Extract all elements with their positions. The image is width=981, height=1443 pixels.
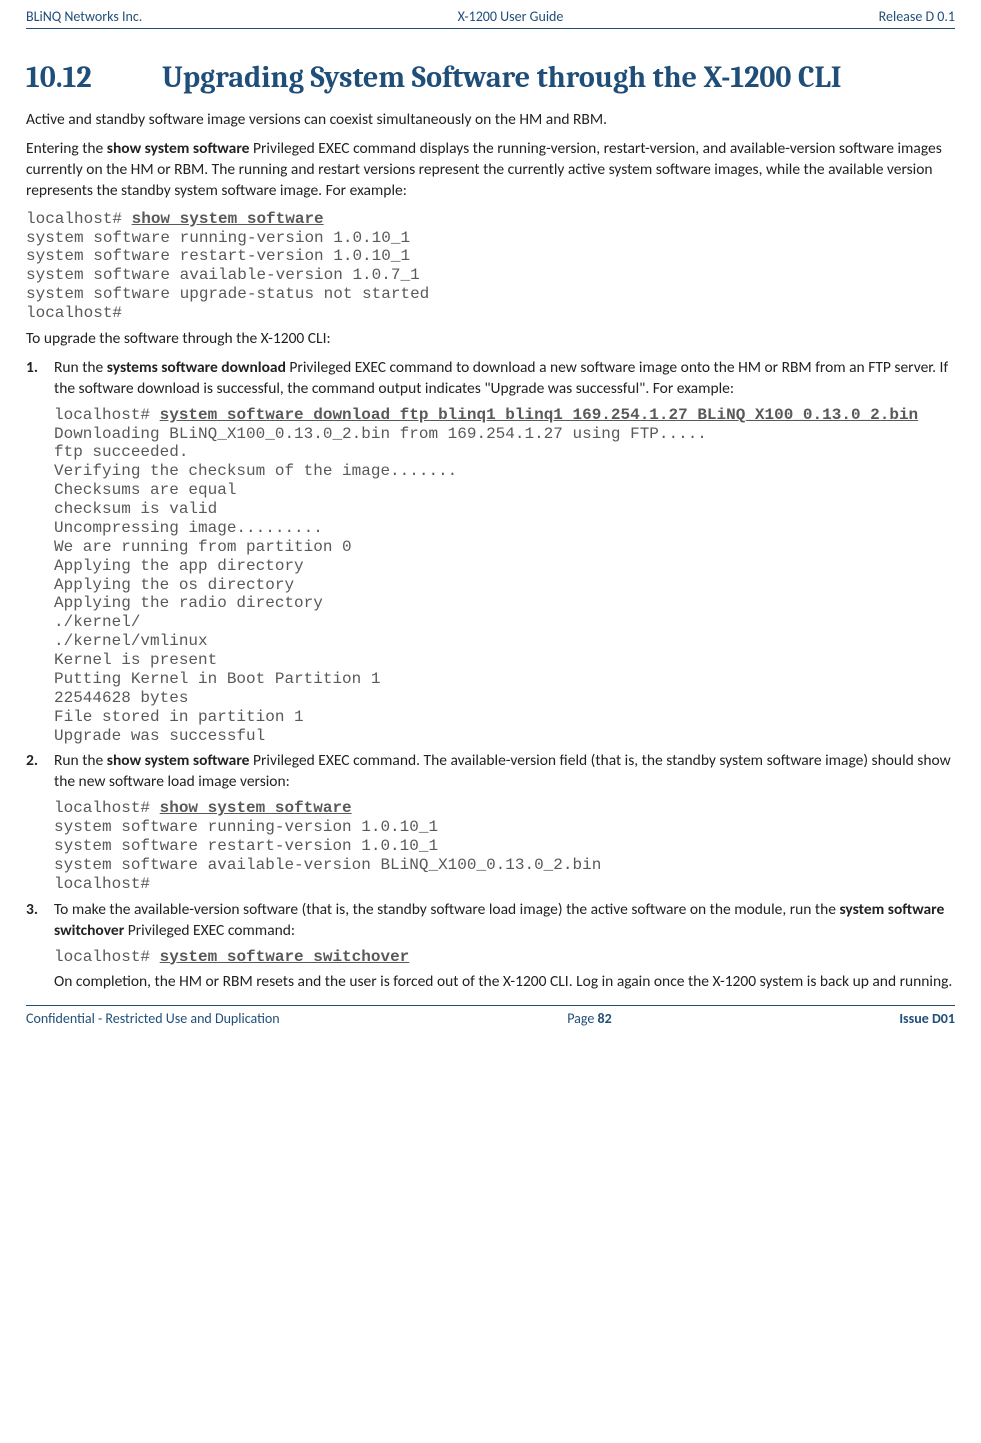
cli-command: system software switchover: [160, 948, 410, 966]
command-name: systems software download: [107, 358, 286, 377]
cli-output: system software running-version 1.0.10_1…: [54, 818, 601, 893]
procedure-lead: To upgrade the software through the X-12…: [26, 329, 955, 350]
page-header: BLiNQ Networks Inc. X-1200 User Guide Re…: [26, 8, 955, 29]
footer-page-label: Page: [567, 1010, 597, 1027]
cli-command: show system software: [132, 210, 324, 228]
footer-issue: Issue D01: [899, 1010, 955, 1028]
cli-prompt: localhost#: [54, 406, 160, 424]
text-fragment: Run the: [54, 358, 107, 377]
step-3-followup: On completion, the HM or RBM resets and …: [54, 972, 955, 993]
cli-command: system software download ftp blinq1 blin…: [160, 406, 919, 424]
cli-output: system software running-version 1.0.10_1…: [26, 229, 429, 323]
code-block-intro: localhost# show system software system s…: [26, 210, 955, 323]
header-release: Release D 0.1: [879, 8, 955, 26]
code-block-step-3: localhost# system software switchover: [54, 948, 955, 967]
step-2: Run the show system software Privileged …: [26, 751, 955, 893]
code-block-step-2: localhost# show system software system s…: [54, 799, 955, 893]
footer-confidential: Confidential - Restricted Use and Duplic…: [26, 1010, 280, 1028]
command-name: show system software: [107, 139, 250, 158]
text-fragment: Run the: [54, 751, 107, 770]
step-3: To make the available-version software (…: [26, 900, 955, 994]
page-footer: Confidential - Restricted Use and Duplic…: [26, 1005, 955, 1028]
header-title: X-1200 User Guide: [458, 8, 564, 26]
cli-prompt: localhost#: [26, 210, 132, 228]
step-1: Run the systems software download Privil…: [26, 358, 955, 746]
intro-paragraph-1: Active and standby software image versio…: [26, 110, 955, 131]
procedure-steps: Run the systems software download Privil…: [26, 358, 955, 993]
intro-paragraph-2: Entering the show system software Privil…: [26, 139, 955, 202]
step-1-text: Run the systems software download Privil…: [54, 358, 955, 400]
header-company: BLiNQ Networks Inc.: [26, 8, 142, 26]
text-fragment: Entering the: [26, 139, 107, 158]
cli-prompt: localhost#: [54, 799, 160, 817]
section-heading: 10.12 Upgrading System Software through …: [26, 59, 955, 97]
footer-page: Page 82: [567, 1010, 611, 1028]
code-block-step-1: localhost# system software download ftp …: [54, 406, 955, 746]
cli-output: Downloading BLiNQ_X100_0.13.0_2.bin from…: [54, 425, 707, 745]
step-3-text: To make the available-version software (…: [54, 900, 955, 942]
step-2-text: Run the show system software Privileged …: [54, 751, 955, 793]
section-number: 10.12: [26, 59, 116, 97]
text-fragment: Privileged EXEC command:: [124, 921, 295, 940]
cli-command: show system software: [160, 799, 352, 817]
section-title: Upgrading System Software through the X-…: [162, 59, 841, 97]
cli-prompt: localhost#: [54, 948, 160, 966]
command-name: show system software: [107, 751, 250, 770]
footer-page-number: 82: [598, 1010, 612, 1027]
text-fragment: To make the available-version software (…: [54, 900, 839, 919]
